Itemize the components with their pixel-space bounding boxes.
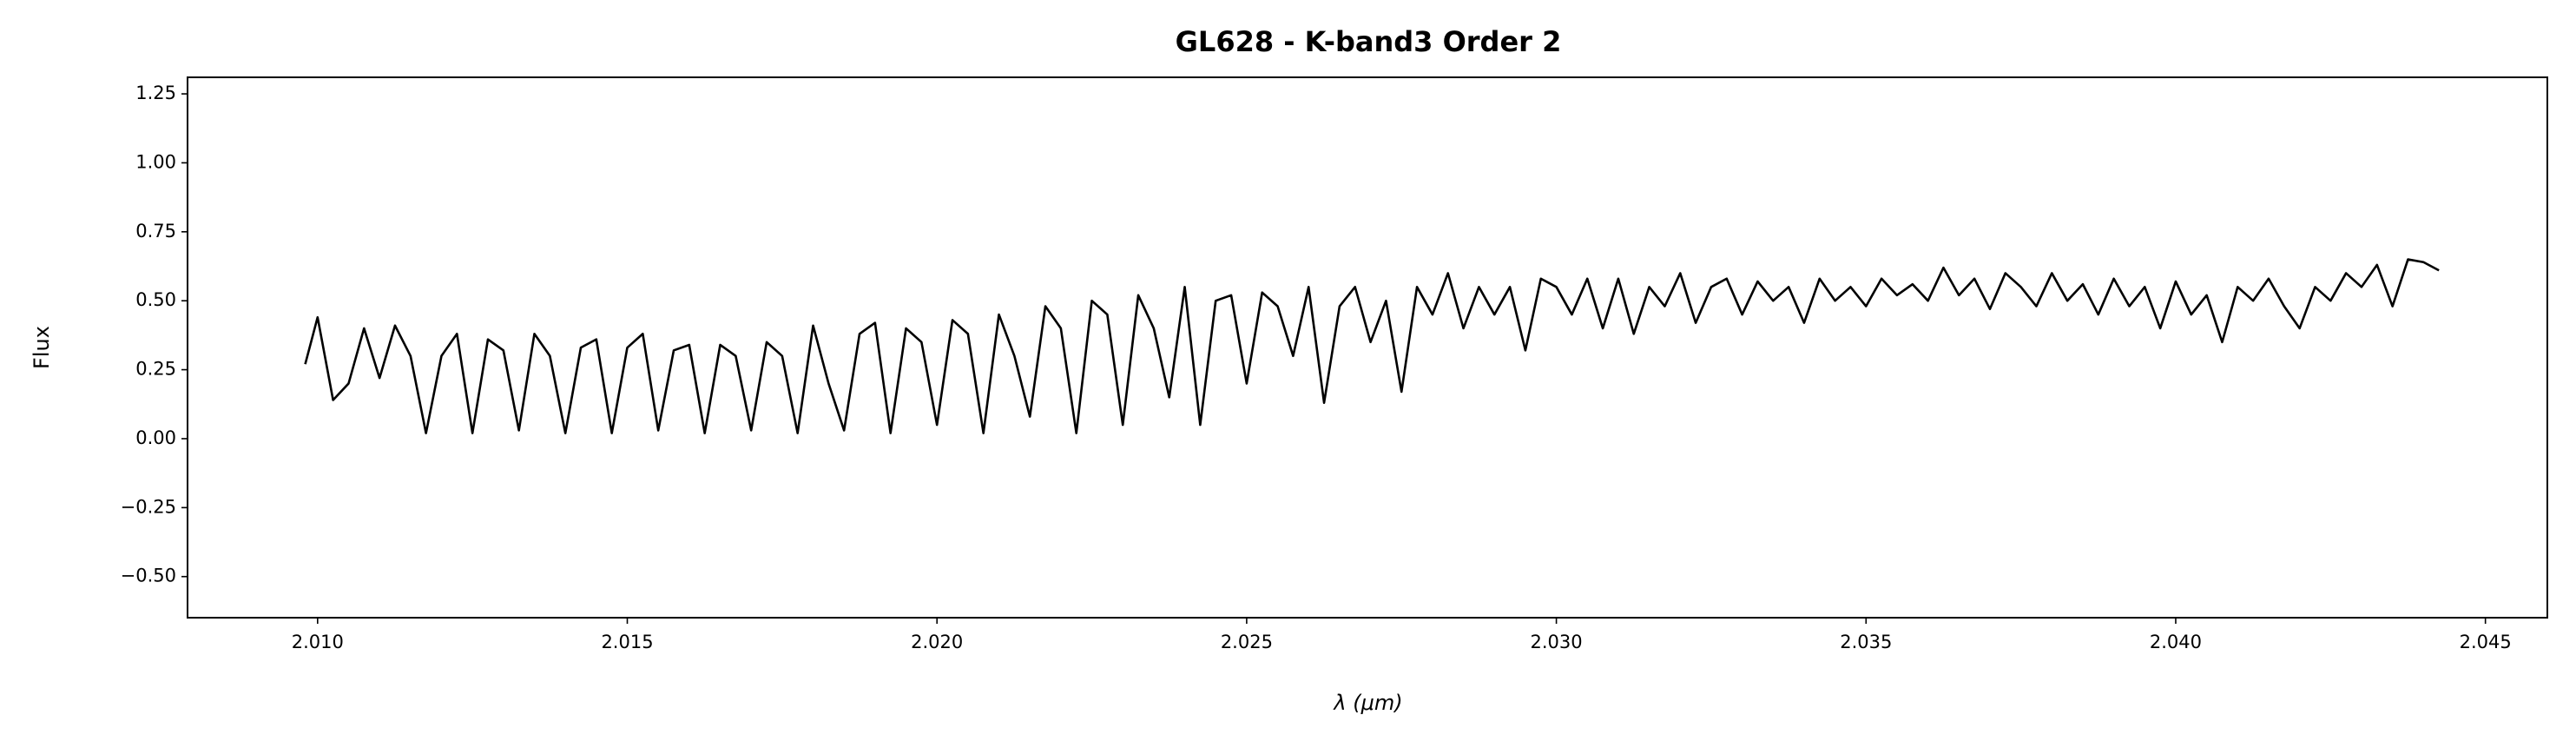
x-axis-label: λ (μm) <box>1332 691 1402 715</box>
x-tick-label: 2.015 <box>601 632 653 652</box>
x-tick-label: 2.010 <box>292 632 344 652</box>
y-axis-label: Flux <box>30 326 54 369</box>
spectrum-line <box>304 258 2440 434</box>
x-tick-label: 2.020 <box>911 632 963 652</box>
y-tick-label: 0.50 <box>135 289 176 310</box>
y-tick-label: 0.75 <box>135 221 176 242</box>
x-tick-label: 2.045 <box>2460 632 2512 652</box>
plot-frame <box>187 76 2548 619</box>
chart-title: GL628 - K-band3 Order 2 <box>1176 25 1562 58</box>
y-tick-label: 1.25 <box>135 83 176 103</box>
y-tick-label: −0.25 <box>121 496 176 517</box>
y-tick-label: 0.25 <box>135 359 176 380</box>
x-tick-label: 2.040 <box>2150 632 2202 652</box>
x-tick-label: 2.030 <box>1531 632 1583 652</box>
y-tick-label: −0.50 <box>121 566 176 586</box>
x-tick-label: 2.025 <box>1221 632 1273 652</box>
y-tick-label: 0.00 <box>135 427 176 448</box>
x-tick-label: 2.035 <box>1840 632 1892 652</box>
y-tick-label: 1.00 <box>135 151 176 172</box>
